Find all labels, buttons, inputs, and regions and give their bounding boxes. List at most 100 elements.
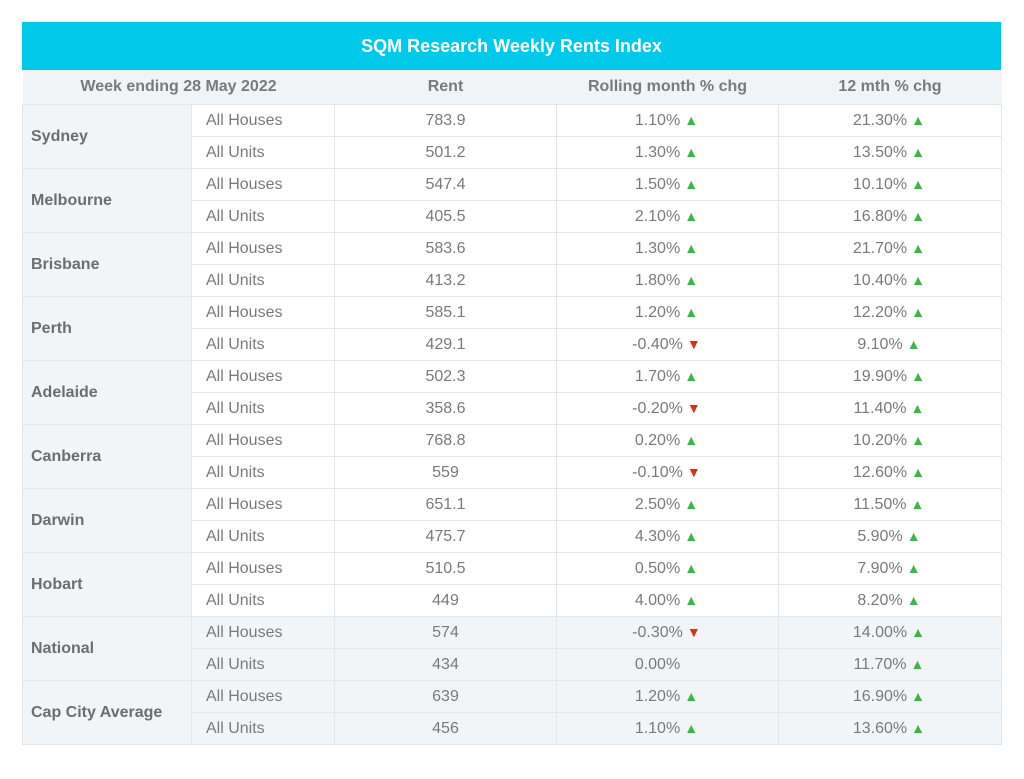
dwelling-type: All Houses: [191, 616, 335, 649]
twelve-month-change: 9.10% ▲: [778, 328, 1002, 361]
twelve-month-value: 11.50%: [853, 495, 907, 513]
rolling-month-change: -0.30% ▼: [556, 616, 779, 649]
rent-value: 559: [334, 456, 557, 489]
arrow-up-icon: ▲: [684, 591, 699, 608]
dwelling-type: All Houses: [191, 360, 335, 393]
rolling-month-change: 1.70% ▲: [556, 360, 779, 393]
rolling-month-value: 4.00%: [634, 591, 681, 609]
rolling-month-value: 1.20%: [634, 303, 681, 321]
arrow-up-icon: ▲: [910, 495, 925, 512]
twelve-month-change: 16.90% ▲: [778, 680, 1002, 713]
twelve-month-value: 19.90%: [852, 367, 908, 385]
rent-value: 651.1: [334, 488, 557, 521]
twelve-month-change: 12.60% ▲: [778, 456, 1002, 489]
twelve-month-value: 14.00%: [852, 623, 908, 641]
arrow-down-icon: ▼: [686, 463, 701, 480]
rolling-month-value: -0.30%: [632, 623, 683, 641]
rolling-month-change: 2.10% ▲: [556, 200, 779, 233]
rent-value: 405.5: [334, 200, 557, 233]
rolling-month-change: 0.50% ▲: [556, 552, 779, 585]
rolling-month-value: 2.50%: [634, 495, 681, 513]
rent-value: 639: [334, 680, 557, 713]
rent-value: 768.8: [334, 424, 557, 457]
twelve-month-value: 21.70%: [852, 239, 908, 257]
arrow-up-icon: ▲: [911, 175, 925, 192]
twelve-month-change: 10.40% ▲: [778, 264, 1002, 297]
table-row: All Units 405.5 2.10% ▲ 16.80% ▲: [23, 200, 1002, 233]
rolling-month-change: 4.30% ▲: [556, 520, 779, 553]
header-12-month: 12 mth % chg: [778, 70, 1002, 105]
rent-value: 475.7: [334, 520, 557, 553]
header-row: Week ending 28 May 2022 Rent Rolling mon…: [22, 70, 1002, 105]
rolling-month-change: 1.50% ▲: [556, 168, 779, 201]
dwelling-type: All Houses: [191, 552, 335, 585]
arrow-up-icon: ▲: [684, 175, 699, 192]
table-row: All Units 449 4.00% ▲ 8.20% ▲: [23, 584, 1002, 617]
twelve-month-change: 21.70% ▲: [778, 232, 1002, 265]
dwelling-type: All Houses: [191, 680, 335, 713]
arrow-up-icon: ▲: [684, 687, 699, 704]
arrow-up-icon: ▲: [911, 719, 925, 736]
rent-value: 583.6: [334, 232, 557, 265]
dwelling-type: All Houses: [191, 488, 335, 521]
arrow-down-icon: ▼: [686, 399, 701, 416]
rolling-month-value: 0.50%: [634, 559, 681, 577]
arrow-up-icon: ▲: [684, 527, 699, 544]
rolling-month-change: 1.20% ▲: [556, 680, 779, 713]
dwelling-type: All Units: [191, 392, 335, 425]
twelve-month-value: 12.20%: [852, 303, 908, 321]
rolling-month-value: -0.20%: [632, 399, 683, 417]
arrow-up-icon: ▲: [684, 303, 699, 320]
rolling-month-value: 1.30%: [634, 143, 681, 161]
twelve-month-change: 8.20% ▲: [778, 584, 1002, 617]
dwelling-type: All Houses: [191, 296, 335, 329]
rolling-month-value: -0.40%: [632, 335, 683, 353]
rent-value: 449: [334, 584, 557, 617]
twelve-month-value: 16.80%: [852, 207, 908, 225]
arrow-up-icon: ▲: [911, 431, 925, 448]
twelve-month-change: 11.40% ▲: [778, 392, 1002, 425]
arrow-up-icon: ▲: [911, 623, 925, 640]
dwelling-type: All Units: [191, 520, 335, 553]
twelve-month-value: 21.30%: [852, 111, 908, 129]
table-row: All Units 501.2 1.30% ▲ 13.50% ▲: [23, 136, 1002, 169]
rolling-month-change: 1.30% ▲: [556, 136, 779, 169]
twelve-month-change: 13.50% ▲: [778, 136, 1002, 169]
twelve-month-change: 12.20% ▲: [778, 296, 1002, 329]
table-row: Perth All Houses 585.1 1.20% ▲ 12.20% ▲: [22, 296, 1002, 361]
twelve-month-value: 8.20%: [857, 591, 903, 609]
dwelling-type: All Houses: [191, 232, 335, 265]
table-body: Sydney All Houses 783.9 1.10% ▲ 21.30% ▲ All Un…: [22, 104, 1002, 745]
dwelling-type: All Units: [191, 200, 335, 233]
table-row: Darwin All Houses 651.1 2.50% ▲ 11.50% ▲: [22, 488, 1002, 553]
arrow-up-icon: ▲: [906, 335, 921, 352]
rolling-month-change: 4.00% ▲: [556, 584, 779, 617]
table-row: National All Houses 574 -0.30% ▼ 14.00% ▲: [22, 616, 1002, 681]
arrow-up-icon: ▲: [906, 527, 921, 544]
table-row: All Units 413.2 1.80% ▲ 10.40% ▲: [23, 264, 1002, 297]
rolling-month-change: -0.10% ▼: [556, 456, 779, 489]
arrow-up-icon: ▲: [911, 143, 925, 160]
rent-value: 585.1: [334, 296, 557, 329]
rolling-month-value: 4.30%: [634, 527, 681, 545]
arrow-up-icon: ▲: [684, 719, 699, 736]
twelve-month-value: 11.70%: [853, 655, 907, 673]
rolling-month-value: 2.10%: [634, 207, 681, 225]
twelve-month-value: 12.60%: [852, 463, 908, 481]
rolling-month-change: 2.50% ▲: [556, 488, 779, 521]
rent-value: 501.2: [334, 136, 557, 169]
rent-value: 502.3: [334, 360, 557, 393]
twelve-month-value: 10.10%: [852, 175, 908, 193]
dwelling-type: All Units: [191, 648, 335, 681]
rent-value: 510.5: [334, 552, 557, 585]
arrow-up-icon: ▲: [684, 495, 699, 512]
dwelling-type: All Houses: [191, 104, 335, 137]
twelve-month-value: 9.10%: [857, 335, 903, 353]
city-name: Melbourne: [22, 168, 192, 233]
table-row: Melbourne All Houses 547.4 1.50% ▲ 10.10% ▲: [22, 168, 1002, 233]
arrow-up-icon: ▲: [910, 655, 925, 672]
arrow-up-icon: ▲: [911, 239, 925, 256]
rolling-month-change: 1.80% ▲: [556, 264, 779, 297]
rolling-month-change: 0.00%: [556, 648, 779, 681]
arrow-up-icon: ▲: [684, 367, 699, 384]
